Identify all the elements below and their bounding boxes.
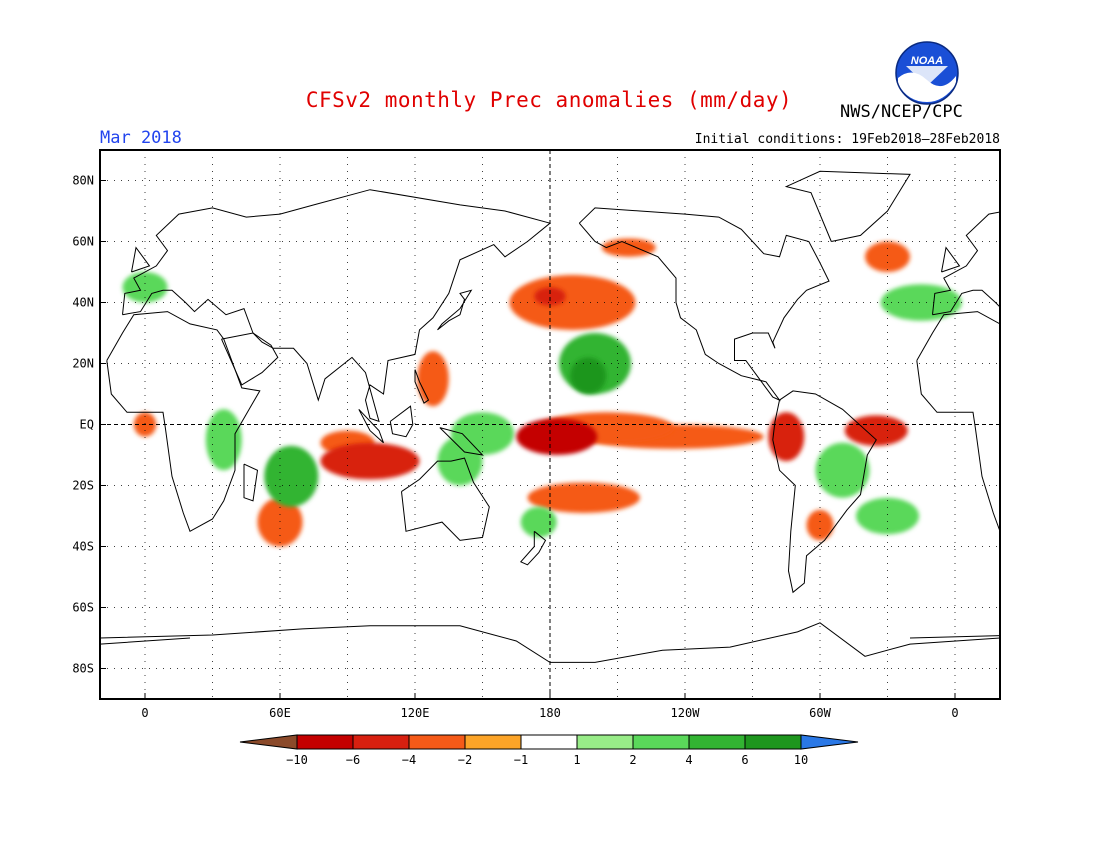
anomaly-north-atlantic-dry [865,241,910,272]
colorbar-label: 4 [685,753,692,767]
coastline-philippines [414,369,430,404]
logo-text: NOAA [911,55,943,67]
anomaly-north-pacific-dry [509,275,636,330]
anomaly-western-pacific-wet [451,412,514,455]
colorbar-label: −10 [286,753,308,767]
y-tick-label: 60S [72,601,94,615]
anomaly-indian-ocean-dry [320,442,420,480]
coastline-uk [941,246,961,273]
colorbar-label: 2 [629,753,636,767]
coastline-south-america [772,390,877,594]
initial-conditions-label: Initial conditions: 19Feb2018–28Feb2018 [694,132,1000,147]
colorbar-label: −1 [514,753,528,767]
anomaly-south-america-dry [806,509,834,541]
coastlines [100,170,1000,663]
x-tick-label: 180 [539,706,561,720]
coastline-africa [106,311,261,533]
coastline-uk [131,246,151,273]
anomaly-south-pacific-dry [527,482,640,513]
coastline-borneo [389,405,414,438]
anomaly-south-america-wet [815,442,870,498]
y-tick-label: 20S [72,479,94,493]
y-tick-label: 20N [72,357,94,371]
colorbar-bin [408,734,466,750]
y-tick-label: 80N [72,174,94,188]
colorbar-bin [744,734,802,750]
colorbar-arrow-high [800,734,859,750]
organization-label: NWS/NCEP/CPC [840,102,963,122]
colorbar-bin [464,734,522,750]
coastline-antarctica [100,622,1000,663]
anomaly-south-pacific-wet [520,506,557,538]
x-tick-label: 60E [269,706,291,720]
anomaly-north-pacific-dry-core [534,287,566,306]
colorbar-bin [520,734,578,750]
anomaly-southwest-indian-wet [264,445,319,507]
colorbar-bin [688,734,746,750]
y-tick-label: 80S [72,662,94,676]
anomaly-europe-wet [122,272,168,303]
colorbar-bin [352,734,410,750]
axis-ticks: 80N 60N 40N 20N EQ 20S 40S 60S 80S 0 60E 120E 180 120… [72,174,958,721]
colorbar-label: −6 [346,753,360,767]
anomaly-southwest-indian-ocean-dry [257,497,303,547]
colorbar: −10 −6 −4 −2 −1 1 2 4 6 10 [239,734,859,767]
valid-month-label: Mar 2018 [100,128,182,148]
x-tick-label: 0 [951,706,958,720]
coastline-north-america [578,207,830,402]
colorbar-label: 1 [573,753,580,767]
coastline-new-zealand [519,530,547,566]
anomaly-north-pacific-wet-core [570,357,607,395]
x-tick-label: 60W [809,706,831,720]
x-tick-label: 0 [141,706,148,720]
anomaly-alaska-coast-dry [601,238,656,257]
coastline-madagascar [243,463,259,502]
colorbar-bin [296,734,354,750]
noaa-logo: NOAA [895,41,959,105]
anomaly-equatorial-atlantic-dry [844,415,908,446]
colorbar-label: 10 [794,753,808,767]
coastline-sumatra [358,408,384,444]
coastline-australia [401,457,490,541]
chart-title: CFSv2 monthly Prec anomalies (mm/day) [305,88,793,112]
y-tick-label: 40S [72,540,94,554]
colorbar-bin [576,734,634,750]
colorbar-arrow-low [239,734,298,750]
anomaly-south-atlantic-wet [856,497,919,535]
anomaly-north-atlantic-wet [880,284,962,321]
coastline-japan [437,289,473,331]
y-tick-label: EQ [80,418,94,432]
y-tick-label: 60N [72,235,94,249]
anomaly-east-africa-wet [205,409,242,471]
colorbar-label: −2 [458,753,472,767]
colorbar-label: 6 [741,753,748,767]
colorbar-label: −4 [402,753,416,767]
x-tick-label: 120E [401,706,430,720]
coastline-africa [916,311,1000,533]
coastline-eurasia [122,189,552,423]
coastline-arabia [221,332,279,386]
colorbar-bin [632,734,690,750]
anomaly-central-pacific-dry-core [516,418,598,456]
y-tick-label: 40N [72,296,94,310]
x-tick-label: 120W [671,706,701,720]
coastline-new-guinea [439,427,484,456]
coastline-greenland [784,170,911,242]
